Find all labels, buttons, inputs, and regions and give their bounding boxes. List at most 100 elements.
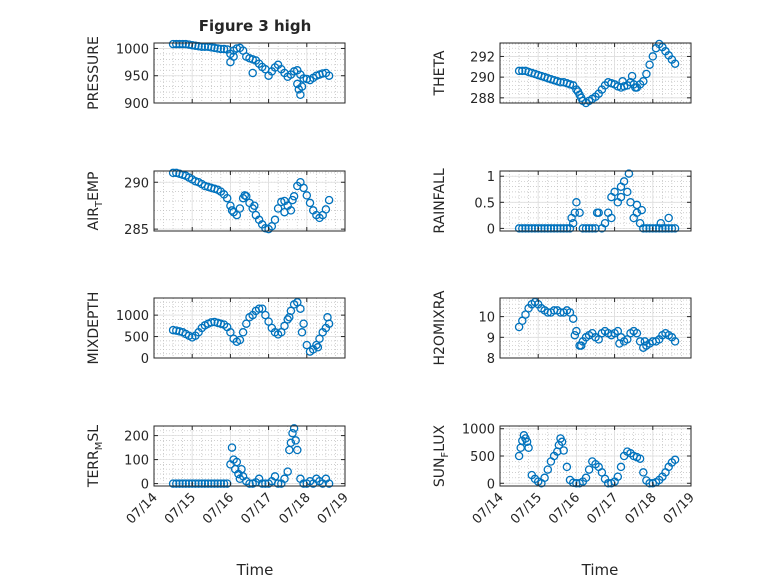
data-point <box>632 328 642 338</box>
data-point <box>288 428 297 438</box>
data-point <box>288 195 297 205</box>
data-point <box>578 224 588 233</box>
figure-title: Figure 3 high <box>199 17 312 35</box>
data-point <box>242 319 251 328</box>
data-point <box>637 205 646 215</box>
subplot-rainfall: 0 0.5 1 RAINFALL <box>432 168 692 237</box>
y-tick-label: 200 <box>124 430 149 445</box>
data-point <box>172 479 181 488</box>
data-point <box>216 44 226 54</box>
data-point <box>297 82 307 91</box>
data-point <box>514 224 524 233</box>
data-point <box>642 69 651 79</box>
data-point <box>283 467 292 476</box>
data-point <box>222 193 232 203</box>
data-point <box>210 479 219 488</box>
subplot-h2omixra: 8 9 10 H2OMIXRA <box>432 290 692 367</box>
axes-box <box>153 170 346 232</box>
data-point <box>232 210 242 220</box>
data-point <box>207 318 216 327</box>
data-point <box>187 479 197 488</box>
data-point <box>616 192 626 202</box>
y-tick-label: 1 <box>487 170 495 185</box>
data-point <box>213 44 222 53</box>
data-point <box>648 224 658 233</box>
data-point <box>588 224 597 233</box>
data-point <box>229 52 238 61</box>
data-point <box>178 39 187 49</box>
data-point <box>187 40 197 50</box>
data-point <box>257 304 267 313</box>
data-point <box>267 222 277 231</box>
data-point <box>572 198 581 207</box>
y-axis-label: THETA <box>432 50 448 96</box>
data-point <box>522 437 532 447</box>
data-point <box>540 224 549 233</box>
data-point <box>556 78 565 87</box>
data-point <box>280 207 289 217</box>
data-point <box>299 319 308 328</box>
y-tick-label: 100 <box>124 454 149 469</box>
data-point <box>661 224 670 233</box>
data-point <box>607 213 616 223</box>
data-point <box>631 83 640 92</box>
data-point <box>639 224 648 233</box>
y-axis-label: SUNFLUX <box>432 424 451 487</box>
y-tick-label: 500 <box>124 331 149 346</box>
data-point <box>172 39 181 49</box>
data-point <box>219 44 229 54</box>
y-axis-label: RAINFALL <box>432 168 448 233</box>
data-point <box>524 224 533 233</box>
data-point <box>624 169 634 178</box>
data-point <box>203 479 213 488</box>
data-point <box>592 208 602 217</box>
y-tick-label: 1000 <box>116 42 149 57</box>
data-point <box>632 200 642 210</box>
data-point <box>168 479 178 488</box>
data-point <box>576 93 586 103</box>
axes-box <box>153 297 346 359</box>
y-axis-label: MIXDEPTH <box>86 292 102 365</box>
data-point <box>289 424 299 433</box>
data-point <box>581 473 591 483</box>
data-point <box>175 39 184 49</box>
data-point <box>213 479 222 488</box>
data-point <box>591 224 600 233</box>
data-point <box>289 192 299 201</box>
y-tick-label: 0 <box>141 352 149 367</box>
data-point <box>639 77 648 86</box>
data-point <box>264 317 273 326</box>
data-point <box>514 451 524 461</box>
data-point <box>324 479 334 488</box>
data-point <box>235 204 245 213</box>
y-tick-label: 290 <box>124 176 149 191</box>
y-tick-label: 1000 <box>462 423 495 438</box>
data-point <box>576 341 586 350</box>
data-point <box>670 59 680 68</box>
y-axis-label: TERRMSL <box>86 425 105 488</box>
data-point <box>645 60 654 69</box>
data-point <box>299 183 308 193</box>
data-point <box>600 218 610 228</box>
data-point <box>283 315 292 324</box>
data-point <box>181 479 191 488</box>
data-point <box>296 90 305 100</box>
data-point <box>291 436 300 445</box>
y-axis-label: H2OMIXRA <box>432 290 448 365</box>
y-tick-label: 0 <box>487 222 495 237</box>
data-point <box>584 465 594 474</box>
data-point <box>302 191 312 200</box>
data-point <box>296 304 305 313</box>
data-point <box>181 39 191 49</box>
y-tick-label: 290 <box>470 71 495 86</box>
data-point <box>254 304 264 313</box>
data-point <box>543 224 553 233</box>
data-point <box>623 187 632 197</box>
data-point <box>654 224 664 233</box>
data-point <box>635 454 645 463</box>
data-point <box>575 208 584 217</box>
data-point <box>584 224 594 233</box>
data-point <box>546 224 556 233</box>
data-point <box>615 339 624 348</box>
